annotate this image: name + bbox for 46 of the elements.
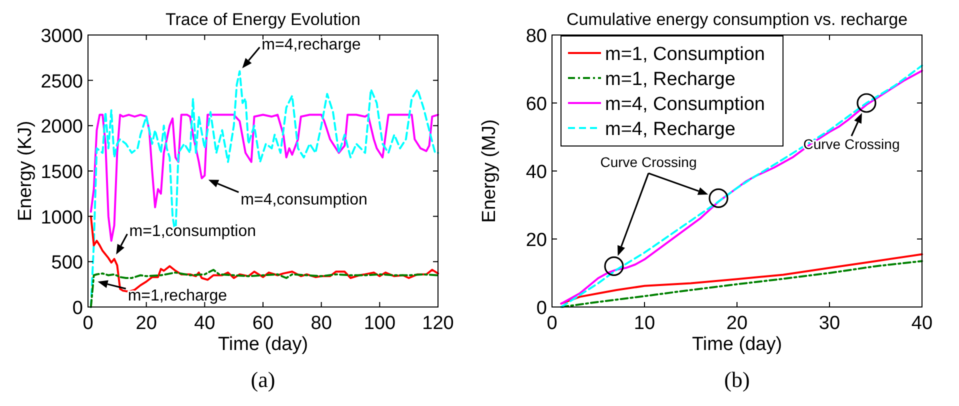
- y-tick-label: 1500: [40, 162, 83, 183]
- y-axis-title: Energy (KJ): [15, 120, 36, 222]
- y-tick-label: 20: [526, 230, 547, 251]
- x-tick-label: 10: [634, 313, 656, 334]
- y-axis-title: Energy (MJ): [479, 119, 500, 223]
- y-tick-label: 60: [526, 94, 547, 115]
- x-tick-label: 80: [310, 313, 332, 334]
- legend-label: m=4, Consumption: [605, 94, 765, 115]
- y-tick-label: 40: [526, 162, 547, 183]
- legend-label: m=4, Recharge: [605, 119, 736, 140]
- line-series: [90, 114, 439, 242]
- chart-title: Trace of Energy Evolution: [166, 10, 360, 29]
- line-series: [90, 268, 439, 308]
- point: [708, 188, 728, 208]
- text: (a): [250, 367, 276, 392]
- y-tick-label: 1000: [40, 207, 83, 228]
- line-series: [560, 260, 923, 308]
- chart-title: Cumulative energy consumption vs. recharge: [566, 10, 908, 29]
- text: (b): [724, 367, 750, 392]
- y-tick-label: 3000: [40, 26, 83, 47]
- annotation: m=1,consumption: [129, 223, 256, 240]
- line-series: [560, 253, 923, 305]
- x-tick-label: 20: [136, 313, 157, 334]
- x-tick-label: 40: [194, 313, 216, 334]
- y-tick-label: 80: [526, 26, 547, 47]
- y-tick-label: 0: [536, 298, 547, 319]
- x-tick-label: 40: [911, 313, 933, 334]
- x-tick-label: 100: [364, 313, 396, 334]
- annotation: m=4,recharge: [262, 36, 361, 54]
- x-tick-label: 30: [818, 313, 840, 334]
- y-tick-label: 500: [51, 252, 83, 274]
- legend-label: m=1, Consumption: [605, 44, 765, 65]
- annotation: m=1,recharge: [128, 288, 228, 305]
- point: [604, 256, 624, 276]
- x-axis-title: Time (day): [692, 334, 782, 355]
- y-tick-label: 0: [72, 298, 83, 319]
- x-tick-label: 20: [726, 313, 748, 334]
- y-tick-label: 2500: [40, 71, 83, 92]
- x-tick-label: 120: [422, 313, 454, 334]
- x-axis-title: Time (day): [218, 334, 308, 355]
- y-tick-label: 2000: [40, 116, 83, 138]
- annotation: Curve Crossing: [600, 154, 697, 170]
- annotation: m=4,consumption: [240, 191, 368, 208]
- legend-label: m=1, Recharge: [605, 69, 736, 90]
- point: [856, 93, 876, 113]
- x-tick-label: 60: [252, 313, 274, 334]
